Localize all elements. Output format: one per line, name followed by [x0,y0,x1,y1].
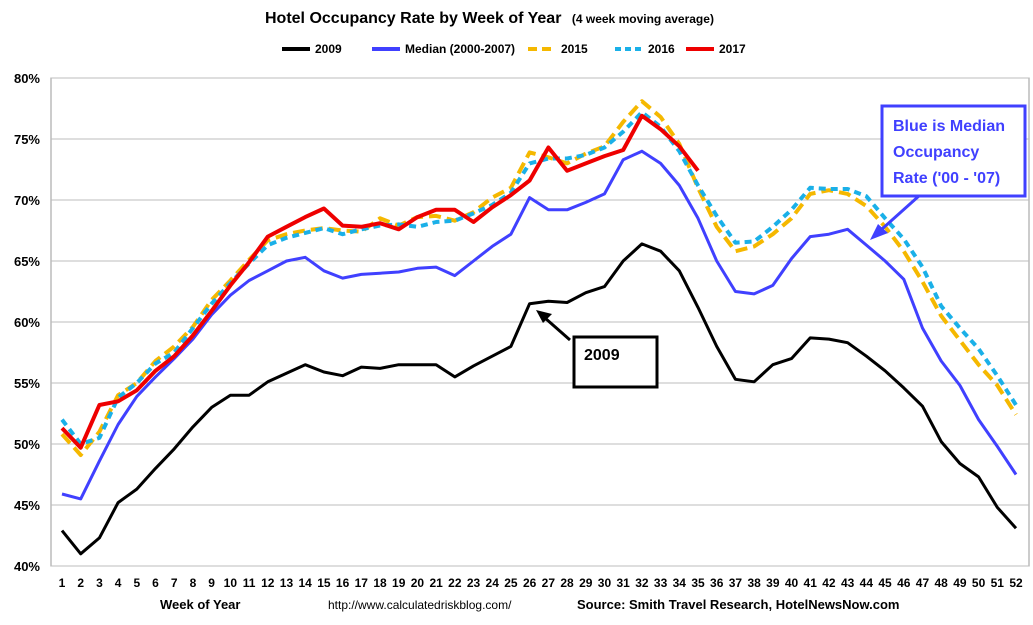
gridlines [51,77,1029,567]
x-tick-label: 12 [261,576,275,590]
legend-label-2017: 2017 [719,42,746,56]
x-tick-label: 3 [96,576,103,590]
x-tick-label: 15 [317,576,331,590]
x-tick-label: 42 [822,576,836,590]
x-tick-label: 45 [878,576,892,590]
series-line-2017 [60,113,700,450]
x-tick-label: 28 [560,576,574,590]
x-tick-label: 20 [411,576,425,590]
x-tick-label: 5 [133,576,140,590]
x-tick-label: 16 [336,576,350,590]
series-line-median-2000-2007 [61,149,1018,501]
x-tick-label: 11 [243,576,256,590]
y-tick-label: 60% [14,315,40,330]
x-tick-label: 39 [766,576,780,590]
x-tick-label: 47 [916,576,930,590]
y-tick-label: 55% [14,376,40,391]
legend-label-2015: 2015 [561,42,588,56]
x-tick-label: 17 [355,576,369,590]
y-tick-label: 70% [14,193,40,208]
x-tick-label: 32 [635,576,649,590]
x-tick-label: 10 [224,576,238,590]
annotation-median-line-1: Blue is Median [893,118,1005,135]
y-axis-ticks: 40% 45% 50% 55% 60% 65% 70% 75% 80% [14,71,40,574]
annotation-2009-arrow-line [544,316,571,342]
x-tick-label: 51 [991,576,1005,590]
x-tick-label: 14 [298,576,312,590]
series-line-2016 [60,110,1018,446]
annotation-2009-box [572,335,659,389]
x-tick-label: 37 [729,576,743,590]
x-tick-label: 29 [579,576,593,590]
x-tick-label: 24 [486,576,500,590]
annotation-2009: 2009 [536,310,659,389]
y-tick-label: 50% [14,437,40,452]
y-tick-label: 45% [14,498,40,513]
x-tick-label: 27 [542,576,556,590]
x-tick-label: 6 [152,576,159,590]
chart-title: Hotel Occupancy Rate by Week of Year (4 … [265,10,714,27]
annotation-median-arrow-line [880,193,922,231]
x-tick-label: 44 [860,576,874,590]
x-tick-label: 31 [616,576,630,590]
x-tick-label: 13 [280,576,294,590]
x-tick-label: 19 [392,576,406,590]
source-credit: Source: Smith Travel Research, HotelNews… [577,597,899,612]
x-tick-label: 2 [77,576,84,590]
x-axis-label: Week of Year [160,597,240,612]
y-tick-label: 80% [14,71,40,86]
x-tick-label: 1 [59,576,66,590]
x-tick-label: 8 [190,576,197,590]
x-tick-label: 34 [673,576,687,590]
series-line-2015 [60,99,1018,457]
annotation-median-line-3: Rate ('00 - '07) [893,170,1000,187]
x-tick-label: 25 [504,576,518,590]
x-tick-label: 43 [841,576,855,590]
x-tick-label: 7 [171,576,178,590]
x-tick-label: 26 [523,576,537,590]
x-tick-label: 40 [785,576,799,590]
annotation-2009-arrow-head [536,310,552,323]
series-lines [60,99,1018,556]
x-tick-label: 18 [373,576,387,590]
legend-label-2016: 2016 [648,42,675,56]
x-tick-label: 9 [208,576,215,590]
x-tick-label: 22 [448,576,462,590]
x-tick-label: 35 [691,576,705,590]
x-tick-label: 21 [429,576,443,590]
annotation-2009-label: 2009 [584,347,620,364]
x-tick-label: 49 [953,576,967,590]
x-axis-ticks: 1 2 3 4 5 6 7 8 9 10 11 12 13 14 15 16 17 18 19 20 21 22 23 24 2… [59,576,1023,590]
annotation-median-arrow-head [870,224,888,240]
source-url: http://www.calculatedriskblog.com/ [328,598,512,612]
x-tick-label: 4 [115,576,122,590]
annotation-median-box [880,104,1027,198]
x-tick-label: 30 [598,576,612,590]
legend: 2009 Median (2000-2007) 2015 2016 2017 [282,42,746,56]
x-tick-label: 33 [654,576,668,590]
y-tick-label: 65% [14,254,40,269]
annotation-median-line-2: Occupancy [893,144,979,161]
legend-label-2009: 2009 [315,42,342,56]
x-tick-label: 50 [972,576,986,590]
legend-label-median-2000-2007: Median (2000-2007) [405,42,515,56]
annotation-median: Blue is Median Occupancy Rate ('00 - '07… [870,104,1027,240]
y-tick-label: 75% [14,132,40,147]
x-tick-label: 46 [897,576,911,590]
x-tick-label: 36 [710,576,724,590]
x-tick-label: 41 [804,576,818,590]
x-tick-label: 48 [934,576,948,590]
x-tick-label: 52 [1009,576,1023,590]
x-tick-label: 38 [747,576,761,590]
series-line-2009 [60,242,1018,556]
y-tick-label: 40% [14,559,40,574]
x-tick-label: 23 [467,576,481,590]
